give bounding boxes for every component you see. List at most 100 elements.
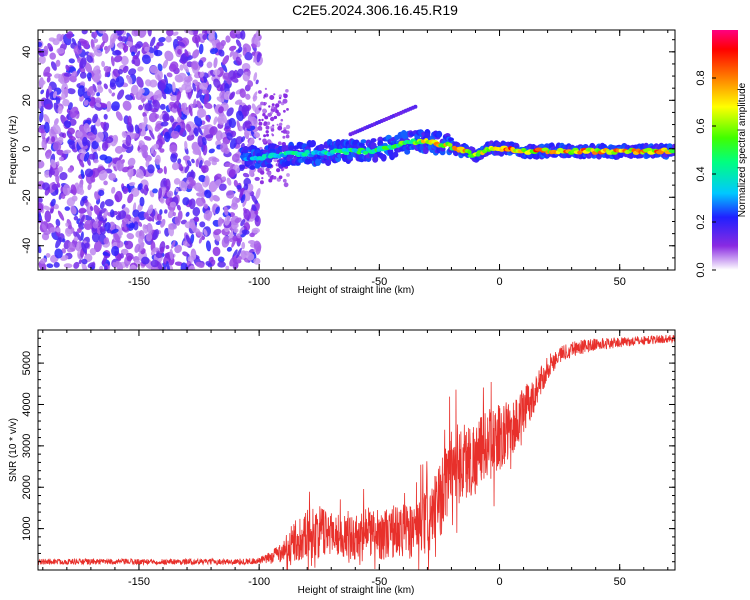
- heatmap-noise-cell: [57, 105, 63, 114]
- heatmap-noise-cell: [43, 205, 51, 211]
- heatmap-noise-cell: [164, 50, 174, 62]
- heatmap-noise-cell: [258, 137, 262, 141]
- heatmap-noise-cell: [99, 154, 108, 161]
- heatmap-noise-cell: [138, 122, 147, 129]
- heatmap-noise-cell: [201, 89, 209, 95]
- heatmap-noise-cell: [242, 47, 247, 56]
- heatmap-noise-cell: [81, 195, 88, 201]
- heatmap-noise-cell: [278, 94, 282, 98]
- heatmap-noise-cell: [239, 125, 243, 131]
- heatmap-noise-cell: [50, 61, 57, 71]
- heatmap-noise-cell: [267, 112, 272, 117]
- heatmap-noise-cell: [211, 157, 220, 163]
- heatmap-noise-cell: [53, 118, 59, 126]
- heatmap-noise-cell: [254, 210, 259, 215]
- x-tick-label: -50: [371, 576, 387, 588]
- heatmap-noise-cell: [95, 102, 102, 108]
- heatmap-noise-cell: [160, 177, 168, 190]
- heatmap-noise-cell: [78, 38, 87, 45]
- heatmap-noise-cell: [128, 222, 136, 229]
- heatmap-noise-cell: [247, 70, 251, 77]
- heatmap-noise-cell: [265, 167, 270, 172]
- heatmap-noise-cell: [253, 72, 258, 82]
- heatmap-noise-cell: [90, 125, 98, 135]
- heatmap-noise-cell: [285, 89, 289, 93]
- heatmap-noise-cell: [253, 33, 261, 44]
- heatmap-noise-cell: [87, 183, 92, 191]
- heatmap-noise-cell: [259, 180, 264, 185]
- heatmap-noise-cell: [54, 248, 63, 259]
- heatmap-noise-cell: [117, 43, 124, 49]
- heatmap-noise-cell: [213, 179, 221, 189]
- heatmap-noise-cell: [49, 226, 57, 233]
- heatmap-noise-cell: [191, 34, 201, 44]
- heatmap-noise-cell: [260, 101, 264, 106]
- heatmap-noise-cell: [195, 261, 205, 268]
- heatmap-noise-cell: [162, 113, 170, 122]
- heatmap-noise-cell: [270, 128, 275, 132]
- heatmap-noise-cell: [148, 129, 155, 140]
- heatmap-signal-cell: [304, 149, 310, 154]
- heatmap-noise-cell: [223, 206, 229, 216]
- heatmap-noise-cell: [124, 45, 129, 53]
- heatmap-noise-cell: [115, 76, 125, 88]
- heatmap-noise-cell: [272, 175, 277, 180]
- heatmap-noise-cell: [134, 124, 140, 135]
- heatmap-noise-cell: [262, 108, 267, 114]
- heatmap-noise-cell: [154, 123, 162, 132]
- heatmap-signal-cell: [370, 138, 377, 143]
- heatmap-noise-cell: [251, 194, 258, 205]
- heatmap-noise-cell: [79, 57, 87, 69]
- heatmap-noise-cell: [149, 53, 154, 59]
- heatmap-noise-cell: [81, 30, 88, 35]
- heatmap-signal-cell: [288, 145, 295, 151]
- heatmap-noise-cell: [47, 85, 52, 93]
- heatmap-noise-cell: [43, 66, 51, 77]
- heatmap-signal-cell: [341, 147, 347, 152]
- heatmap-noise-cell: [247, 80, 254, 87]
- heatmap-noise-cell: [147, 124, 154, 133]
- heatmap-noise-cell: [177, 158, 182, 164]
- heatmap-noise-cell: [185, 123, 192, 133]
- heatmap-noise-cell: [205, 261, 211, 266]
- heatmap-noise-cell: [73, 231, 77, 238]
- heatmap-noise-cell: [203, 203, 209, 209]
- heatmap-noise-cell: [90, 167, 100, 178]
- heatmap-noise-cell: [159, 209, 163, 215]
- heatmap-noise-cell: [121, 131, 127, 138]
- heatmap-noise-cell: [271, 103, 275, 107]
- heatmap-noise-cell: [216, 115, 225, 125]
- heatmap-noise-cell: [231, 238, 237, 248]
- heatmap-noise-cell: [103, 83, 108, 90]
- heatmap-noise-cell: [210, 47, 219, 55]
- heatmap-signal-cell: [310, 140, 316, 147]
- heatmap-noise-cell: [59, 33, 65, 42]
- heatmap-noise-cell: [101, 141, 108, 152]
- heatmap-noise-cell: [155, 252, 163, 259]
- heatmap-noise-cell: [282, 129, 287, 134]
- x-tick-label: -50: [371, 276, 387, 288]
- heatmap-noise-cell: [39, 258, 47, 264]
- heatmap-noise-cell: [197, 126, 203, 136]
- heatmap-noise-cell: [83, 123, 90, 133]
- heatmap-noise-cell: [135, 216, 140, 221]
- heatmap-noise-cell: [81, 262, 88, 270]
- heatmap-noise-cell: [173, 100, 180, 109]
- heatmap-noise-cell: [196, 88, 203, 99]
- heatmap-noise-cell: [186, 183, 194, 190]
- heatmap-noise-cell: [236, 233, 241, 239]
- heatmap-noise-cell: [192, 143, 200, 155]
- heatmap-noise-cell: [38, 48, 44, 57]
- heatmap-noise-cell: [78, 159, 85, 168]
- heatmap-noise-cell: [270, 116, 275, 122]
- heatmap-noise-cell: [126, 75, 133, 85]
- heatmap-noise-cell: [172, 212, 177, 217]
- heatmap-noise-cell: [204, 175, 210, 186]
- heatmap-noise-cell: [105, 45, 111, 54]
- heatmap-noise-cell: [225, 265, 230, 270]
- heatmap-noise-cell: [105, 101, 112, 112]
- heatmap-noise-cell: [78, 221, 85, 230]
- heatmap-noise-cell: [253, 240, 262, 252]
- heatmap-noise-cell: [142, 150, 149, 159]
- heatmap-noise-cell: [147, 204, 154, 215]
